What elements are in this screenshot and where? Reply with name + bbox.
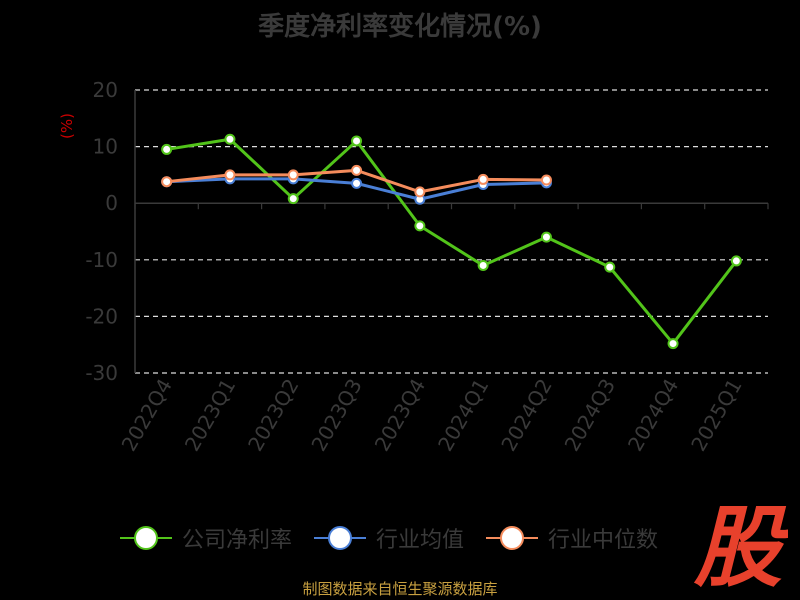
y-tick-label: 0 (105, 191, 118, 215)
svg-text:股: 股 (693, 498, 788, 593)
x-tick-label: 2023Q4 (370, 375, 430, 456)
legend-marker-company (120, 525, 172, 551)
series-point-1[interactable] (351, 177, 363, 189)
legend-item-company[interactable]: 公司净利率 (120, 522, 292, 554)
series-point-0[interactable] (414, 220, 426, 232)
series-point-0[interactable] (604, 261, 616, 273)
y-tick-label: -20 (85, 304, 118, 328)
source-note: 制图数据来自恒生聚源数据库 (302, 580, 498, 598)
series-point-2[interactable] (351, 164, 363, 176)
legend-marker-industry-median (486, 525, 539, 551)
x-tick-label: 2024Q3 (560, 375, 620, 456)
series-point-0[interactable] (540, 231, 552, 243)
x-tick-label: 2024Q2 (496, 375, 556, 456)
y-axis-label: (%) (58, 113, 76, 139)
series-point-0[interactable] (351, 135, 363, 147)
y-tick-label: 20 (93, 78, 118, 102)
x-tick-label: 2024Q4 (623, 375, 683, 456)
series-point-2[interactable] (287, 169, 299, 181)
series-point-2[interactable] (477, 173, 489, 185)
watermark-logo: 股 (693, 498, 788, 593)
series-point-2[interactable] (224, 169, 236, 181)
legend-label-company: 公司净利率 (182, 528, 293, 553)
y-tick-label: 10 (93, 135, 118, 159)
legend-label-industry-mean: 行业均值 (376, 528, 465, 553)
chart-title: 季度净利率变化情况(%) (258, 12, 542, 42)
x-tick-label: 2022Q4 (117, 375, 177, 456)
series-point-0[interactable] (161, 143, 173, 155)
x-tick-label: 2023Q3 (306, 375, 366, 456)
x-tick-label: 2025Q1 (686, 375, 746, 456)
legend-marker-industry-mean (314, 525, 367, 551)
series-point-2[interactable] (161, 176, 173, 188)
x-tick-label: 2024Q1 (433, 375, 493, 456)
legend-item-industry-mean[interactable]: 行业均值 (314, 522, 464, 554)
series-point-0[interactable] (477, 259, 489, 271)
series-point-2[interactable] (414, 186, 426, 198)
series-line-0 (166, 137, 738, 346)
series-point-2[interactable] (540, 174, 552, 186)
legend-item-industry-median[interactable]: 行业中位数 (486, 522, 658, 554)
legend-label-industry-median: 行业中位数 (548, 528, 659, 553)
series-point-0[interactable] (224, 133, 236, 145)
x-tick-label: 2023Q1 (180, 375, 240, 456)
series-point-0[interactable] (667, 338, 679, 350)
y-tick-label: -30 (85, 361, 118, 385)
series-point-0[interactable] (287, 193, 299, 205)
legend: 公司净利率 行业均值 行业中位数 (120, 518, 658, 558)
y-tick-label: -10 (85, 248, 118, 272)
x-tick-label: 2023Q2 (243, 375, 303, 456)
series-point-0[interactable] (730, 255, 742, 267)
